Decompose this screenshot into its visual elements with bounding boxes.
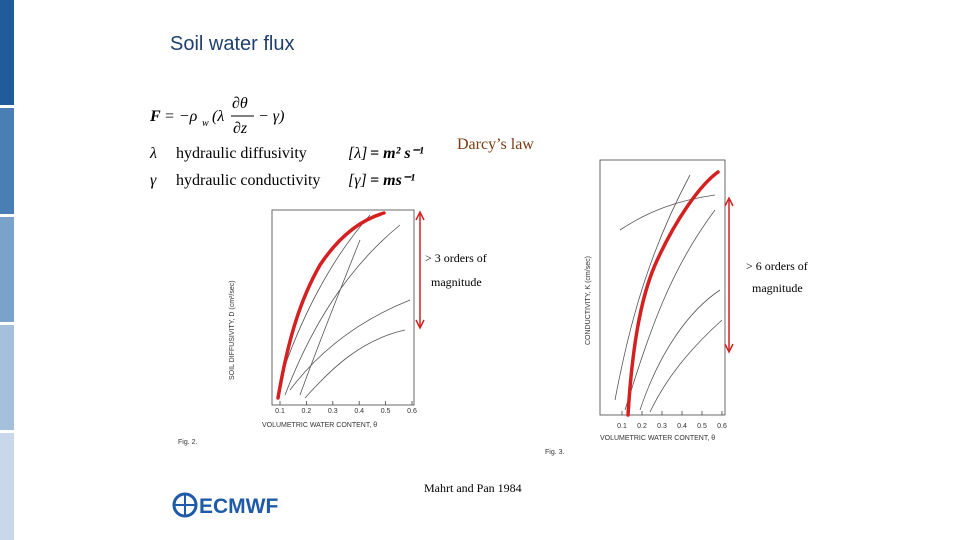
right-figure: VOLUMETRIC WATER CONTENT, θ CONDUCTIVITY… xyxy=(545,159,734,456)
accent-bar xyxy=(0,108,14,214)
x-tick-label: 0.5 xyxy=(697,423,707,430)
x-tick-label: 0.6 xyxy=(407,408,417,415)
x-axis-label: VOLUMETRIC WATER CONTENT, θ xyxy=(600,435,715,442)
x-tick-label: 0.4 xyxy=(354,408,364,415)
x-tick-label: 0.3 xyxy=(328,408,338,415)
eq-numerator: ∂θ xyxy=(232,95,248,112)
eq-close: − γ) xyxy=(258,108,284,125)
accent-bar xyxy=(0,217,14,322)
figure-caption: Fig. 3. xyxy=(545,449,565,456)
def-units-symbol: [γ] xyxy=(348,172,367,189)
eq-denominator: ∂z xyxy=(233,120,248,137)
x-tick-label: 0.1 xyxy=(275,408,285,415)
highlight-curve xyxy=(626,170,720,417)
x-tick-label: 0.1 xyxy=(617,423,627,430)
logo-icon xyxy=(174,494,196,516)
curve xyxy=(639,289,721,411)
figure-caption: Fig. 2. xyxy=(178,439,198,446)
x-axis-label: VOLUMETRIC WATER CONTENT, θ xyxy=(262,422,377,429)
accent-bar xyxy=(0,0,14,105)
left-figure: VOLUMETRIC WATER CONTENT, θ SOIL DIFFUSI… xyxy=(178,209,425,446)
eq-subscript: w xyxy=(202,118,209,129)
arrow-head xyxy=(415,210,425,330)
citation: Mahrt and Pan 1984 xyxy=(424,481,522,495)
plot-frame xyxy=(271,209,415,406)
curve xyxy=(619,194,716,231)
logo-text: ECMWF xyxy=(199,495,278,518)
curve xyxy=(624,209,716,411)
highlight-curve xyxy=(276,211,386,400)
range-note: > 6 orders of xyxy=(746,259,808,273)
range-note: > 3 orders of xyxy=(425,251,487,265)
def-name: hydraulic diffusivity xyxy=(176,145,307,162)
equation: F = −ρ w (λ ∂θ ∂z − γ) xyxy=(149,95,284,137)
eq-equals: = −ρ xyxy=(164,108,198,125)
curve xyxy=(614,174,691,401)
def-symbol: γ xyxy=(150,172,157,189)
x-tick-label: 0.4 xyxy=(677,423,687,430)
range-note: magnitude xyxy=(752,281,803,295)
curve xyxy=(649,319,723,413)
def-symbol: λ xyxy=(149,145,157,162)
range-note: magnitude xyxy=(431,275,482,289)
curve xyxy=(279,214,371,381)
x-tick-label: 0.6 xyxy=(717,423,727,430)
definitions: λ hydraulic diffusivity [λ] = m² s⁻¹ γ hydrau… xyxy=(149,145,424,189)
y-axis-label: SOIL DIFFUSIVITY, D (cm²/sec) xyxy=(229,280,236,380)
def-units-symbol: [λ] xyxy=(348,145,367,162)
curve xyxy=(304,329,406,399)
def-units: = m² s⁻¹ xyxy=(370,145,424,162)
curve xyxy=(284,224,401,396)
slide-title: Soil water flux xyxy=(170,33,295,55)
def-units: = ms⁻¹ xyxy=(370,172,415,189)
x-tick-label: 0.2 xyxy=(302,408,312,415)
law-label: Darcy’s law xyxy=(457,136,534,153)
x-tick-label: 0.5 xyxy=(381,408,391,415)
range-notes: > 3 orders of magnitude > 6 orders of magni… xyxy=(425,251,808,295)
curve xyxy=(299,239,361,396)
y-axis-label: CONDUCTIVITY, K (cm/sec) xyxy=(585,256,592,345)
accent-bar xyxy=(0,325,14,430)
logo: ECMWF xyxy=(172,492,278,518)
curve xyxy=(289,299,411,391)
x-tick-label: 0.2 xyxy=(637,423,647,430)
arrow-head xyxy=(724,196,734,354)
plot-frame xyxy=(599,159,726,416)
x-tick-label: 0.3 xyxy=(657,423,667,430)
accent-bar xyxy=(0,433,14,540)
def-name: hydraulic conductivity xyxy=(176,172,320,189)
eq-lhs: F xyxy=(149,108,161,125)
eq-open: (λ xyxy=(212,108,224,125)
